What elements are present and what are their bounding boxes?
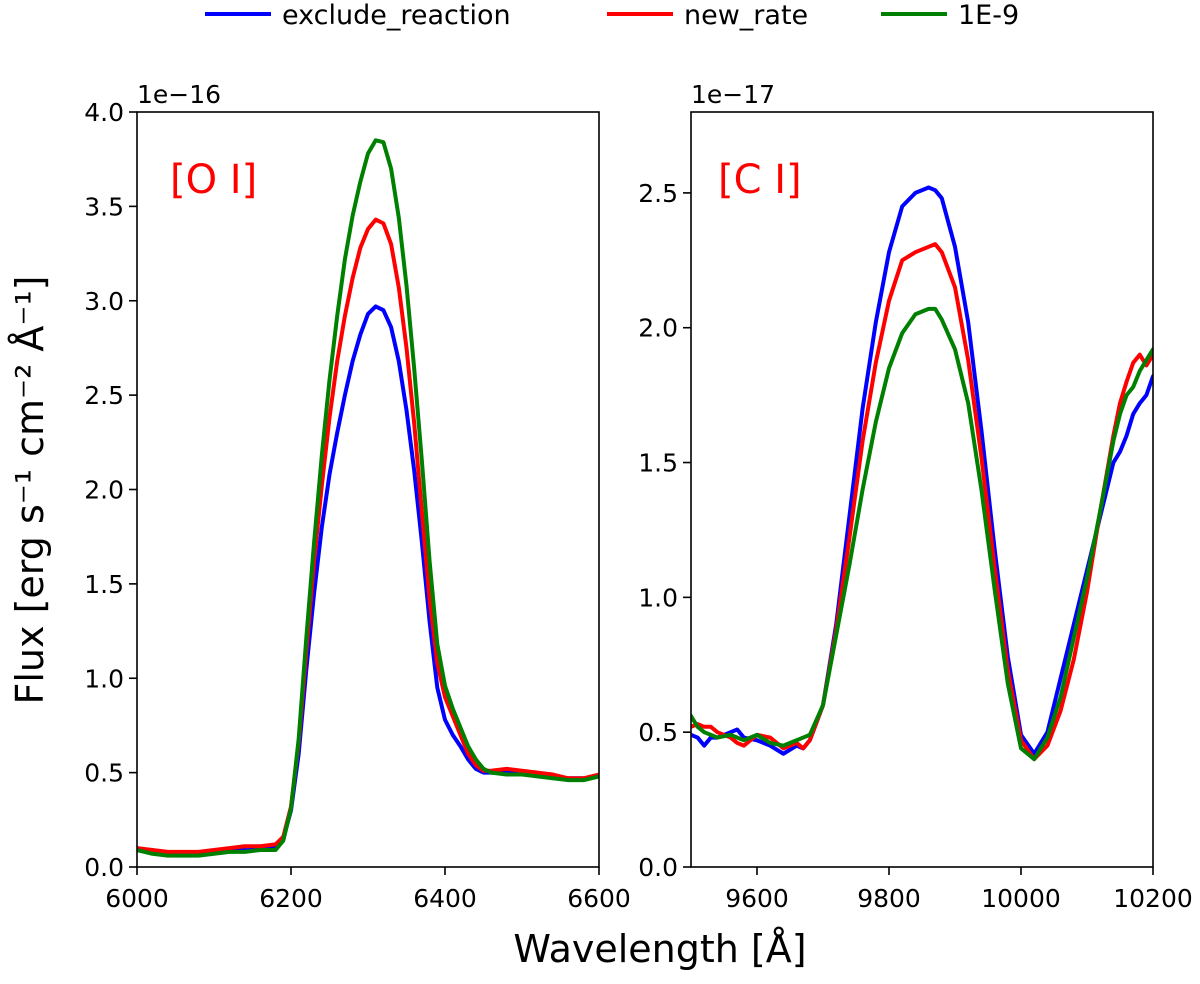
x-tick-label: 10200	[1113, 884, 1193, 913]
panel-ci-frame	[690, 111, 1154, 868]
panel-oi: 0.0 0.5 1.0 1.5 2.0 2.5 3.0 3.5 4.0 6000 6200 6400 6…	[84, 80, 631, 913]
series-line-1e-9	[137, 138, 599, 858]
y-tick-label: 1.5	[638, 449, 678, 478]
panel-ci-ticks: 0.0 0.5 1.0 1.5 2.0 2.5 9600 9800 10000 10200	[638, 179, 1193, 913]
y-tick-label: 4.0	[84, 98, 124, 127]
series-line-exclude-reaction	[691, 185, 1153, 756]
y-tick-label: 1.0	[638, 583, 678, 612]
x-tick-label: 6200	[259, 884, 323, 913]
x-tick-label: 9800	[857, 884, 921, 913]
y-axis-label: Flux [erg s⁻¹ cm⁻² Å⁻¹]	[8, 276, 52, 705]
x-axis-label: Wavelength [Å]	[513, 927, 806, 971]
y-tick-label: 1.0	[84, 664, 124, 693]
y-tick-label: 0.0	[638, 853, 678, 882]
y-tick-label: 2.5	[638, 179, 678, 208]
y-tick-label: 2.0	[638, 314, 678, 343]
legend-label-new-rate: new_rate	[684, 0, 808, 31]
y-tick-label: 3.0	[84, 287, 124, 316]
panel-oi-ticks: 0.0 0.5 1.0 1.5 2.0 2.5 3.0 3.5 4.0 6000 6200 6400 6…	[84, 98, 631, 913]
panel-oi-frame	[136, 111, 600, 868]
panel-oi-annotation: [O I]	[170, 157, 257, 203]
series-line-1e-9	[691, 306, 1153, 762]
legend-label-1e-9: 1E-9	[958, 0, 1019, 31]
x-tick-label: 10000	[981, 884, 1061, 913]
x-tick-label: 6400	[413, 884, 477, 913]
series-line-new-rate	[691, 242, 1153, 762]
y-tick-label: 0.5	[84, 759, 124, 788]
panel-oi-offset-label: 1e−16	[137, 80, 221, 109]
x-tick-label: 9600	[725, 884, 789, 913]
panel-ci: 0.0 0.5 1.0 1.5 2.0 2.5 9600 9800 10000 10200 1e−…	[638, 80, 1193, 913]
y-tick-label: 0.5	[638, 718, 678, 747]
panel-oi-lines	[137, 138, 599, 858]
x-tick-label: 6000	[105, 884, 169, 913]
panel-ci-annotation: [C I]	[718, 157, 802, 203]
y-tick-label: 3.5	[84, 192, 124, 221]
y-tick-label: 2.0	[84, 476, 124, 505]
y-tick-label: 1.5	[84, 570, 124, 599]
legend-label-exclude-reaction: exclude_reaction	[282, 0, 511, 31]
panel-ci-offset-label: 1e−17	[691, 80, 775, 109]
panel-ci-lines	[691, 185, 1153, 762]
y-tick-label: 2.5	[84, 381, 124, 410]
x-tick-label: 6600	[567, 884, 631, 913]
y-tick-label: 0.0	[84, 853, 124, 882]
legend: exclude_reaction new_rate 1E-9	[205, 0, 1019, 31]
